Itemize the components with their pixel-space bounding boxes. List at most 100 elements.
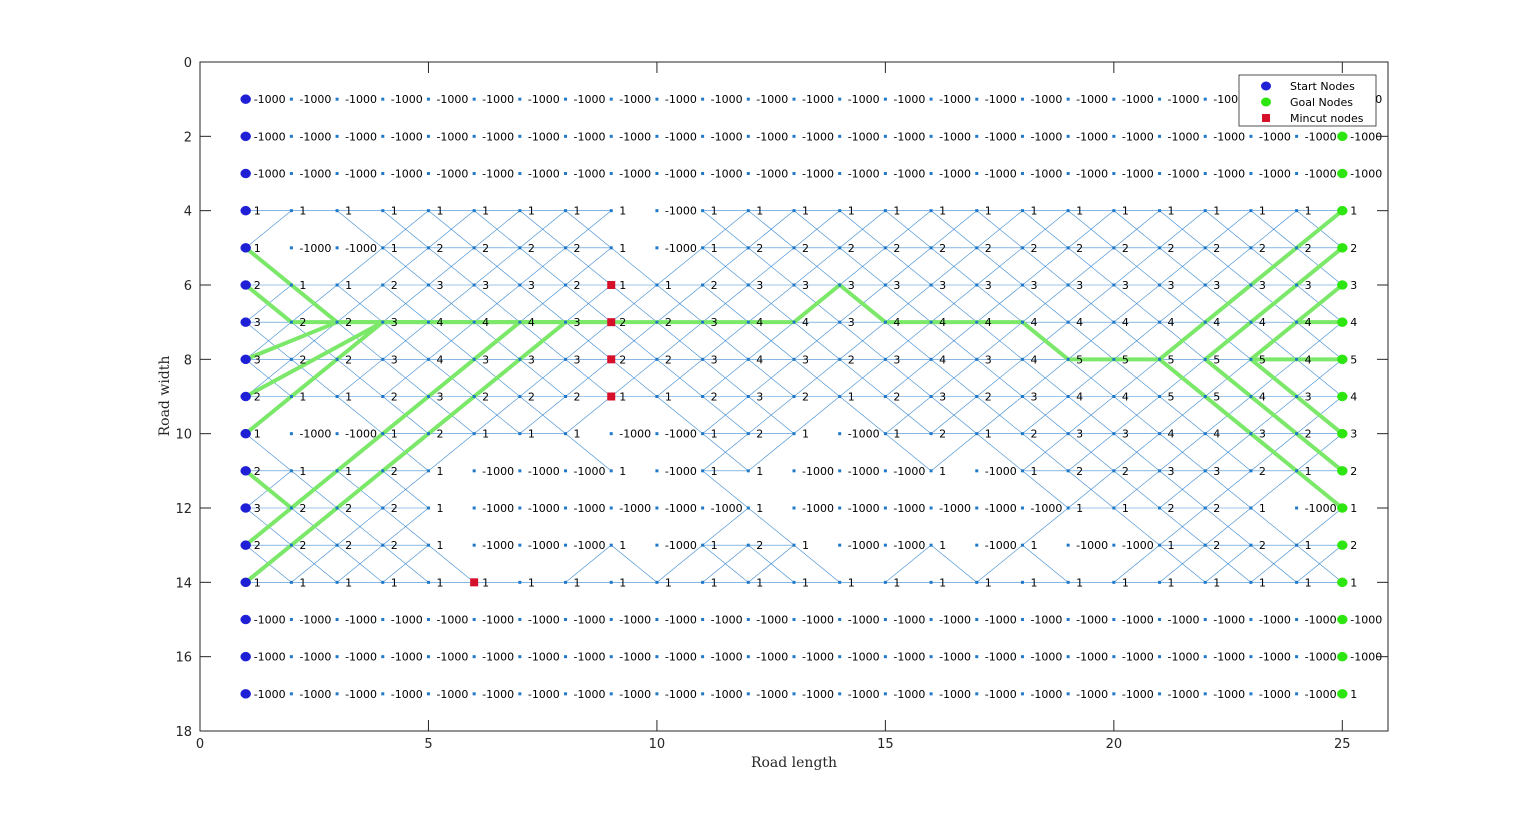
graph-node [1249,618,1253,621]
graph-node [1249,357,1253,361]
node-value-label: -1000 [848,465,880,478]
graph-edge [519,247,566,286]
node-value-label: 5 [1122,353,1129,366]
graph-edge [885,321,932,360]
node-value-label: 1 [1030,465,1037,478]
node-value-label: 2 [1350,465,1357,478]
node-value-label: 1 [939,205,946,218]
graph-edge [748,396,795,434]
graph-node [655,543,659,547]
graph-node [564,97,568,101]
graph-node [929,283,933,287]
node-value-label: 3 [1122,279,1129,292]
node-value-label: -1000 [1168,168,1200,181]
node-value-label: -1000 [574,688,606,701]
graph-node [1066,209,1070,213]
y-tick-label: 14 [175,576,192,591]
graph-edge [748,284,795,323]
graph-node [883,283,887,287]
graph-edge [702,284,749,323]
node-value-label: -1000 [939,651,971,664]
node-value-label: -1000 [1122,651,1154,664]
node-value-label: -1000 [848,130,880,143]
graph-edge [748,433,795,472]
graph-node [1249,320,1253,324]
graph-node [883,320,887,324]
highlighted-path [243,320,385,436]
node-value-label: 4 [893,316,900,329]
graph-node [1020,580,1024,584]
graph-node [655,692,659,696]
node-value-label: -1000 [1168,688,1200,701]
graph-edge [702,544,749,583]
node-value-label: 2 [665,353,672,366]
graph-edge [793,247,840,286]
graph-node [838,283,842,287]
graph-node [975,655,979,659]
graph-edge [748,210,795,249]
node-value-label: -1000 [299,168,331,181]
graph-node [1112,320,1116,324]
graph-node [883,134,887,138]
node-value-label: 3 [1213,279,1220,292]
graph-edge [519,210,566,249]
graph-edge [930,359,977,397]
graph-edge [1296,321,1343,360]
node-value-label: 3 [1350,279,1357,292]
node-value-label: -1000 [665,168,697,181]
goal-node-marker [1337,614,1348,625]
graph-node [518,320,522,324]
node-value-label: -1000 [482,465,514,478]
y-tick-label: 16 [175,651,192,666]
graph-edge [382,359,429,397]
graph-node [1158,320,1162,324]
graph-edge [1205,247,1252,286]
y-tick-label: 6 [184,279,192,294]
node-value-label: 2 [391,279,398,292]
graph-node [335,209,339,213]
graph-node [564,655,568,659]
graph-node [335,655,339,659]
node-value-label: 4 [1259,316,1266,329]
graph-edge [1159,210,1206,249]
goal-node-marker [1337,540,1348,550]
graph-node [1203,172,1207,175]
node-value-label: -1000 [574,539,606,552]
graph-edge [1022,247,1069,286]
graph-node [381,283,385,287]
node-value-label: 1 [619,465,626,478]
graph-node [1112,395,1116,398]
node-value-label: 3 [1305,391,1312,404]
node-value-label: 3 [756,279,763,292]
node-value-label: -1000 [848,688,880,701]
legend-circle-icon [1261,81,1271,91]
graph-node [746,246,750,250]
y-tick-label: 0 [184,56,192,71]
graph-edge [702,470,749,509]
node-value-label: -1000 [254,93,286,106]
graph-node [381,580,385,584]
graph-node [289,395,293,398]
graph-edge [336,210,383,249]
node-value-label: -1000 [1122,688,1154,701]
node-value-label: -1000 [985,93,1017,106]
node-value-label: -1000 [574,614,606,627]
graph-node [1158,283,1162,287]
graph-node [381,618,385,621]
mincut-node-marker [607,392,616,401]
graph-node [1158,469,1162,473]
graph-node [609,209,613,213]
graph-edge [885,433,932,472]
node-value-label: 2 [299,539,306,552]
node-value-label: -1000 [574,651,606,664]
graph-edge [930,544,977,583]
graph-edge [1205,210,1252,249]
graph-node [426,469,430,473]
node-value-label: 3 [436,391,443,404]
graph-node [1203,320,1207,324]
graph-node [381,209,385,213]
goal-node-marker [1337,205,1348,216]
node-value-label: 1 [711,242,718,255]
graph-node [883,655,887,659]
node-value-label: -1000 [665,93,697,106]
